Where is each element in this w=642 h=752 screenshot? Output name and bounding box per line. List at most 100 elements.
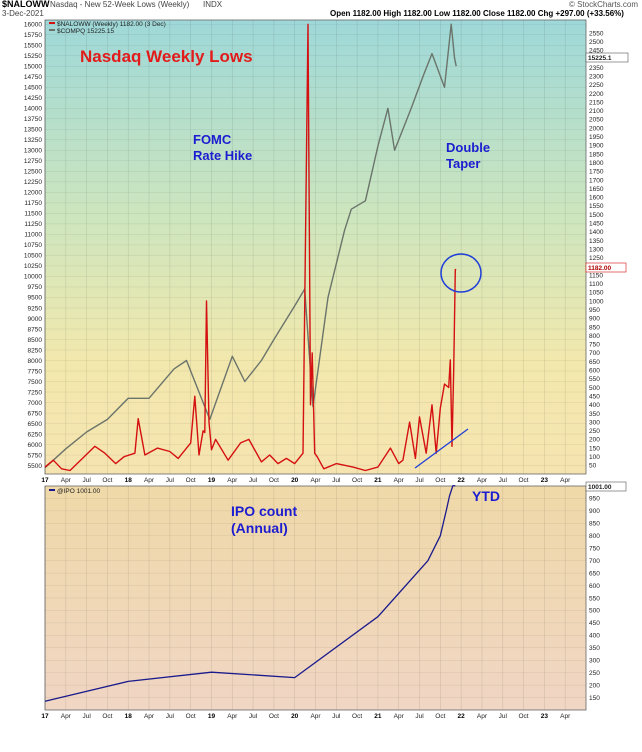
x-tick-label: Oct	[352, 477, 362, 484]
nalow-tick-label: 650	[589, 359, 600, 366]
x-tick-label: Jul	[166, 477, 175, 484]
nalow-tick-label: 2250	[589, 82, 604, 89]
compq-tick-label: 8250	[28, 347, 43, 354]
compq-tick-label: 10500	[24, 253, 42, 260]
legend-compq: $COMPQ 15225.15	[57, 28, 114, 35]
x-tick-label: Jul	[249, 713, 258, 720]
compq-tick-label: 13750	[24, 116, 42, 123]
ipo-tick-label: 750	[589, 546, 600, 553]
nalow-tick-label: 1800	[589, 160, 604, 167]
legend-ipo: @IPO 1001.00	[57, 488, 100, 495]
legend-swatch-compq	[49, 29, 55, 31]
x-axis-top: 17 Apr Jul Oct 18 Apr Jul Oct 19 Apr Jul Oct 20 Apr Ju…	[41, 477, 571, 484]
legend-swatch-nalow	[49, 22, 55, 24]
compq-tick-label: 16000	[24, 22, 42, 29]
x-tick-label: 23	[541, 713, 549, 720]
fomc-label: FOMC	[193, 132, 232, 147]
x-tick-label: 19	[208, 477, 216, 484]
x-tick-label: Oct	[519, 713, 529, 720]
nalow-last-badge	[585, 262, 627, 273]
compq-tick-label: 6000	[28, 442, 43, 449]
compq-tick-label: 11500	[24, 211, 42, 218]
x-tick-label: Jul	[166, 713, 175, 720]
compq-tick-label: 15500	[24, 43, 42, 50]
rate-hike-label: Rate Hike	[193, 148, 252, 163]
nalow-tick-label: 1450	[589, 221, 604, 228]
compq-tick-label: 10000	[24, 274, 42, 281]
nalow-tick-label: 150	[589, 445, 600, 452]
ipo-tick-label: 600	[589, 583, 600, 590]
double-label: Double	[446, 140, 490, 155]
chart-date: 3-Dec-2021	[2, 9, 44, 18]
top-panel	[44, 19, 587, 475]
x-tick-label: Oct	[102, 713, 112, 720]
compq-tick-label: 12750	[24, 158, 42, 165]
ipo-tick-label: 450	[589, 620, 600, 627]
x-tick-label: Jul	[82, 713, 91, 720]
x-tick-label: Jul	[499, 477, 508, 484]
ipo-axis: 150 200 250 300 350 400 450 500 550 600 650 700 750 8…	[589, 496, 600, 702]
nalow-tick-label: 1600	[589, 195, 604, 202]
nalow-tick-label: 200	[589, 437, 600, 444]
compq-tick-label: 12250	[24, 179, 42, 186]
nalow-tick-label: 1050	[589, 290, 604, 297]
nalow-tick-label: 700	[589, 350, 600, 357]
chart-title: Nasdaq Weekly Lows	[80, 47, 253, 66]
compq-last-badge	[585, 52, 629, 63]
ipo-tick-label: 200	[589, 682, 600, 689]
x-tick-label: Apr	[310, 477, 321, 484]
ipo-annual-label: (Annual)	[231, 520, 288, 536]
nalow-tick-label: 2500	[589, 39, 604, 46]
x-tick-label: Oct	[352, 713, 362, 720]
taper-highlight-circle	[440, 253, 482, 293]
x-tick-label: 20	[291, 713, 299, 720]
x-tick-label: 20	[291, 477, 299, 484]
ytd-label: YTD	[472, 488, 500, 504]
compq-tick-label: 14500	[24, 85, 42, 92]
x-tick-label: Apr	[477, 713, 488, 720]
x-tick-label: 21	[374, 477, 382, 484]
ipo-series-line	[44, 485, 456, 702]
nalow-tick-label: 750	[589, 342, 600, 349]
x-tick-label: Oct	[435, 713, 445, 720]
nalow-tick-label: 450	[589, 393, 600, 400]
compq-tick-label: 14750	[24, 74, 42, 81]
x-tick-label: Jul	[415, 713, 424, 720]
x-axis-bottom: 17 Apr Jul Oct 18 Apr Jul Oct 19 Apr Jul Oct 20 Apr Ju…	[41, 713, 571, 720]
nalow-tick-label: 2050	[589, 117, 604, 124]
ipo-tick-label: 550	[589, 595, 600, 602]
x-tick-label: Apr	[394, 713, 405, 720]
compq-tick-label: 10750	[24, 242, 42, 249]
compq-tick-label: 8000	[28, 358, 43, 365]
x-tick-label: 23	[541, 477, 549, 484]
x-tick-label: Apr	[61, 477, 72, 484]
x-tick-label: Oct	[102, 477, 112, 484]
compq-tick-label: 6750	[28, 410, 43, 417]
compq-tick-label: 9500	[28, 295, 43, 302]
compq-axis: 5500 5750 6000 6250 6500 6750 7000 7250 7500 7750…	[24, 22, 42, 470]
compq-tick-label: 8750	[28, 326, 43, 333]
x-tick-label: Apr	[310, 713, 321, 720]
compq-tick-label: 8500	[28, 337, 43, 344]
compq-tick-label: 7500	[28, 379, 43, 386]
bottom-panel	[44, 485, 587, 711]
ipo-tick-label: 650	[589, 570, 600, 577]
x-tick-label: Jul	[415, 477, 424, 484]
chart-exchange: INDX	[203, 0, 223, 9]
x-tick-label: 22	[458, 477, 466, 484]
nalow-tick-label: 1500	[589, 212, 604, 219]
x-tick-label: Oct	[186, 477, 196, 484]
x-tick-label: Oct	[186, 713, 196, 720]
x-tick-label: Apr	[477, 477, 488, 484]
ipo-tick-label: 800	[589, 533, 600, 540]
x-tick-label: Apr	[394, 477, 405, 484]
x-tick-label: Oct	[519, 477, 529, 484]
compq-tick-label: 15750	[24, 32, 42, 39]
nalow-tick-label: 1100	[589, 281, 603, 288]
nalow-tick-label: 2100	[589, 108, 604, 115]
nalow-tick-label: 1350	[589, 238, 604, 245]
nalow-last-value: 1182.00	[588, 265, 612, 272]
nalow-tick-label: 2200	[589, 91, 604, 98]
x-tick-label: 19	[208, 713, 216, 720]
x-tick-label: Oct	[435, 477, 445, 484]
